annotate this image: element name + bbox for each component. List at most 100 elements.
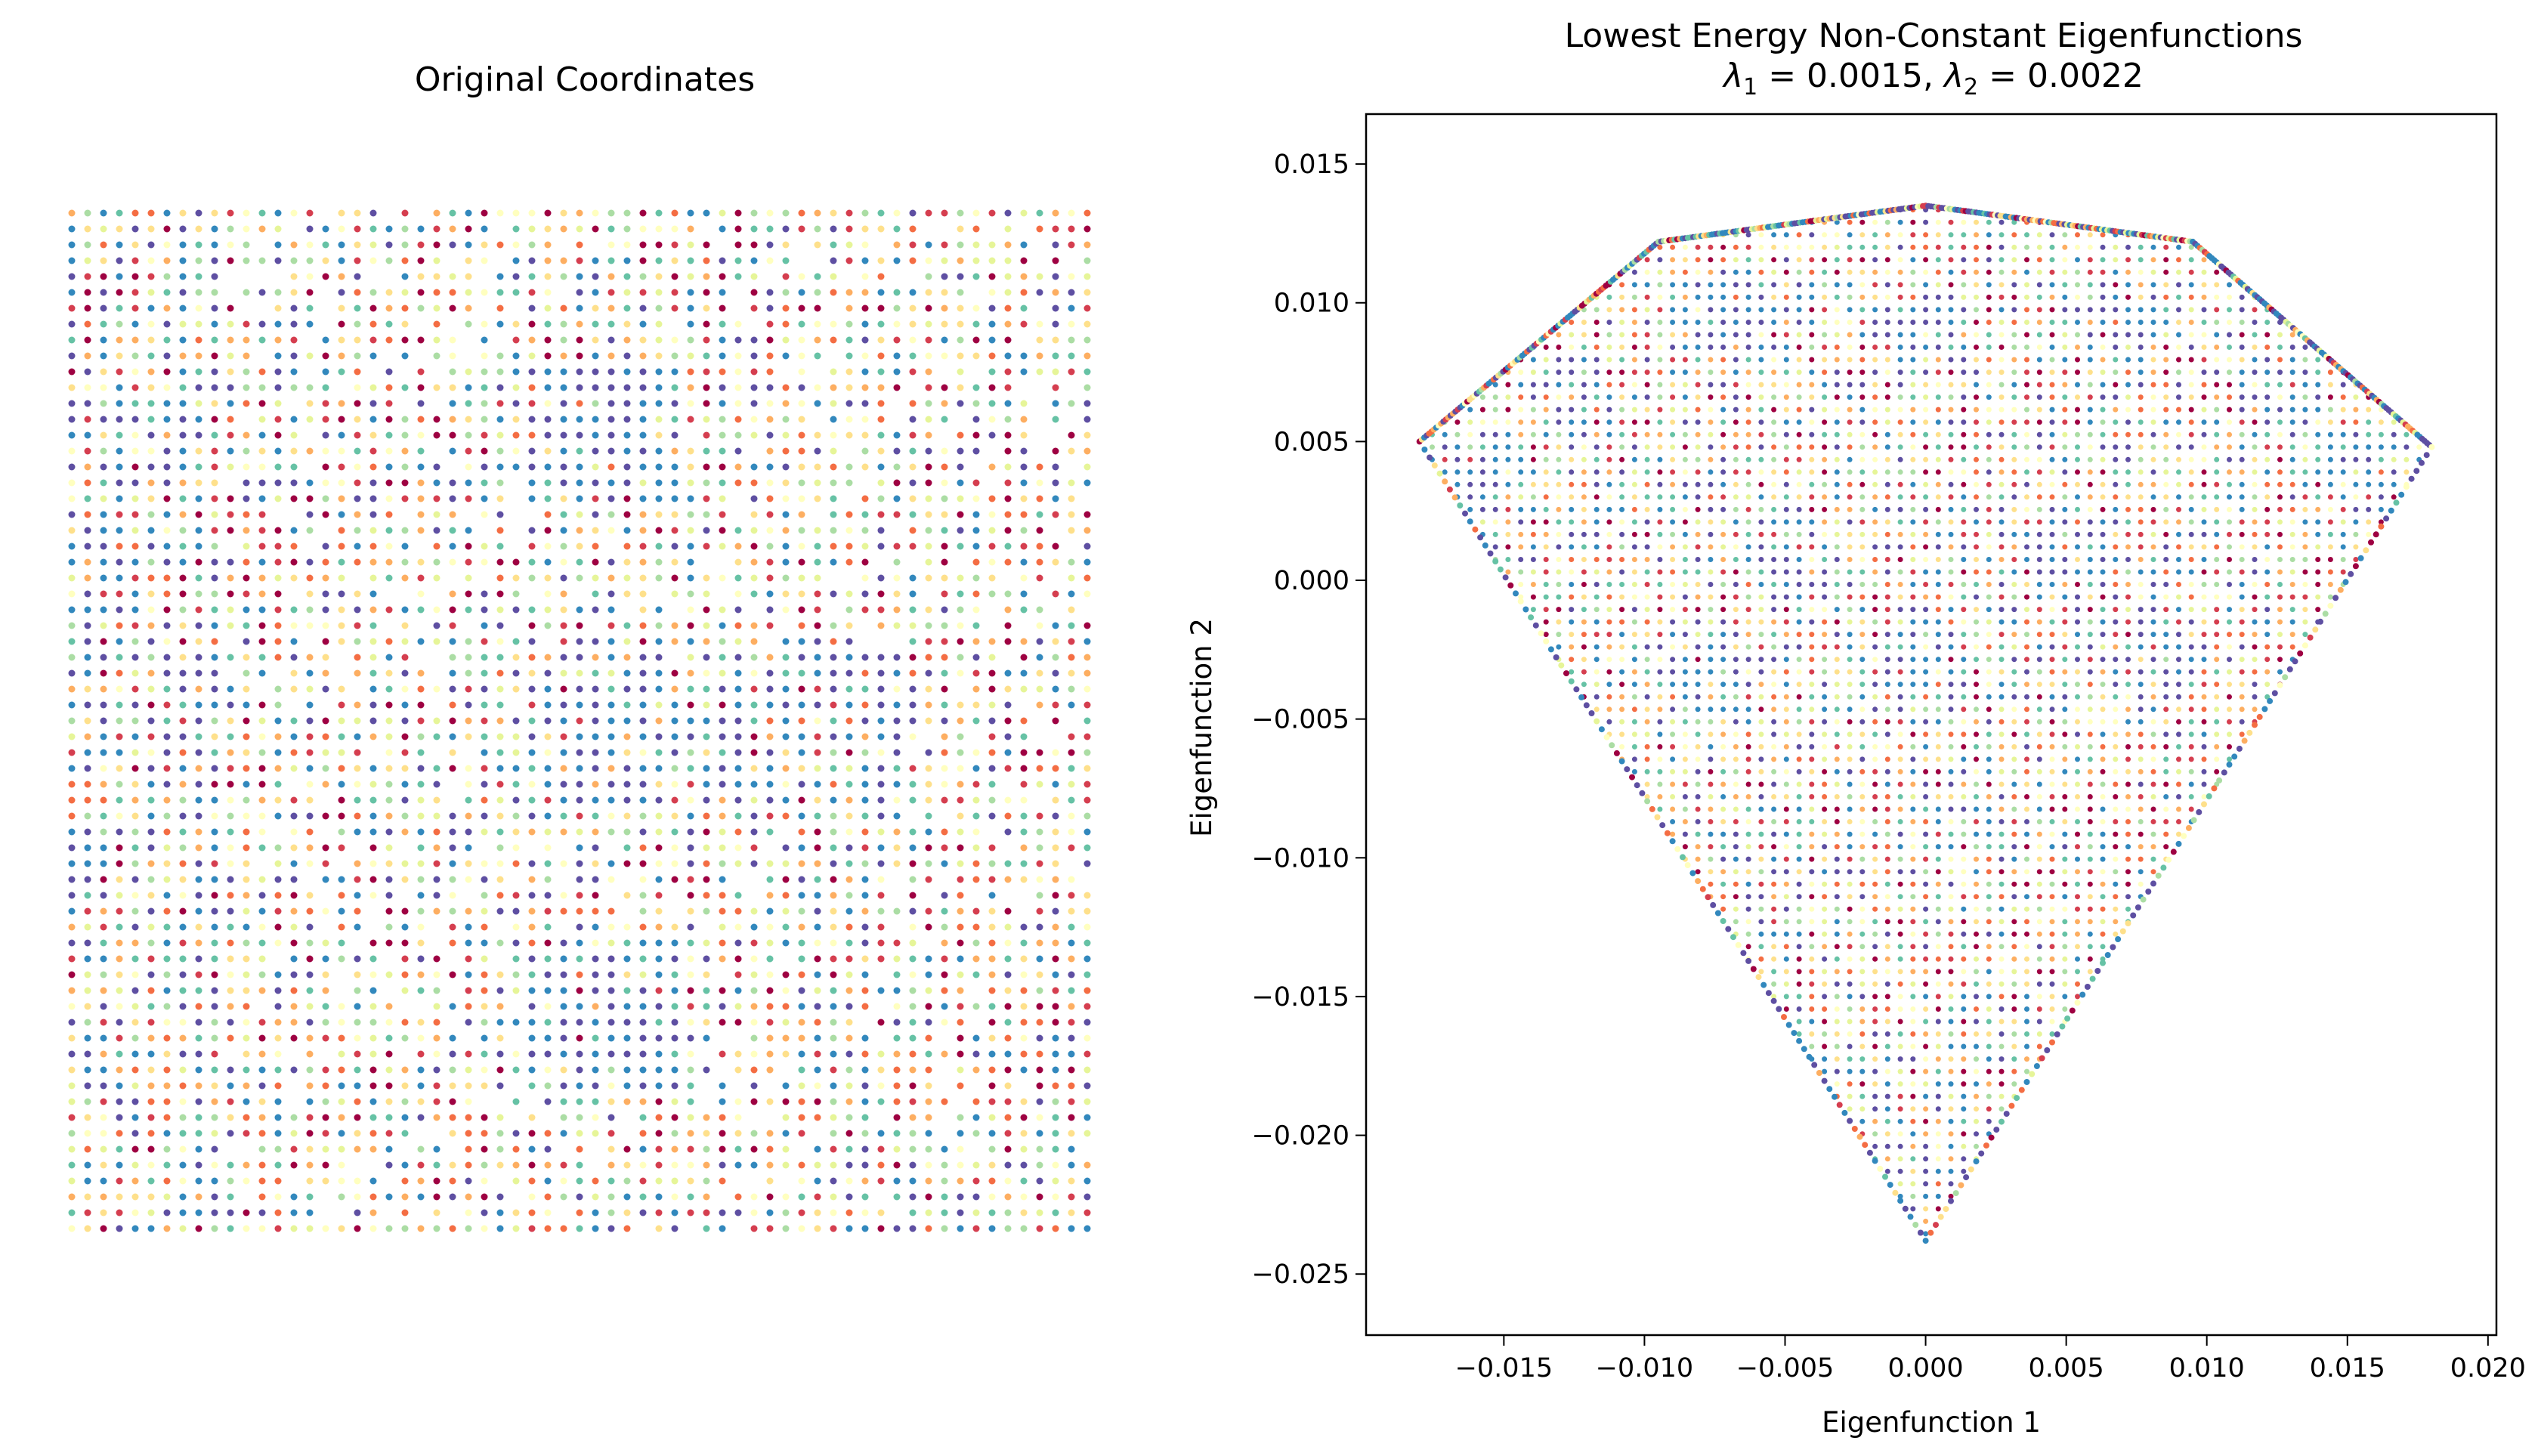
left-point xyxy=(401,289,409,296)
left-point xyxy=(116,749,123,756)
right-point xyxy=(1834,806,1840,812)
left-point xyxy=(465,638,472,645)
right-point xyxy=(2163,768,2169,774)
left-point xyxy=(179,622,187,629)
right-point xyxy=(1961,956,1967,962)
left-point xyxy=(179,511,187,518)
left-point xyxy=(671,257,679,264)
right-point xyxy=(1935,1131,1941,1137)
left-point xyxy=(385,971,393,978)
left-point xyxy=(481,1114,488,1121)
left-point xyxy=(1020,304,1028,312)
right-point xyxy=(2163,731,2169,737)
right-point xyxy=(1910,906,1916,912)
left-point xyxy=(385,876,393,883)
left-point xyxy=(496,669,504,677)
left-point xyxy=(417,1177,425,1185)
left-point xyxy=(893,1114,901,1121)
right-point xyxy=(1834,856,1840,862)
left-point xyxy=(179,860,187,867)
left-point xyxy=(211,971,218,978)
right-point xyxy=(1859,1031,1866,1037)
left-point xyxy=(227,320,234,328)
left-point xyxy=(401,1161,409,1169)
left-point xyxy=(211,400,218,407)
left-point xyxy=(496,606,504,614)
left-point xyxy=(766,1050,774,1058)
right-point xyxy=(1884,844,1890,850)
left-point xyxy=(750,749,758,756)
left-point xyxy=(1083,241,1091,249)
left-point xyxy=(766,1098,774,1105)
right-point xyxy=(1758,743,1764,750)
left-point xyxy=(1020,1161,1028,1169)
right-point xyxy=(1695,756,1701,762)
left-point xyxy=(988,701,996,709)
left-point xyxy=(496,574,504,582)
right-point xyxy=(1733,869,1739,875)
left-point xyxy=(163,987,171,994)
right-point xyxy=(1847,1043,1853,1049)
left-point xyxy=(528,1034,536,1042)
left-point xyxy=(671,225,679,233)
left-point xyxy=(338,558,345,566)
left-point xyxy=(465,495,472,502)
left-point xyxy=(211,257,218,264)
left-point xyxy=(576,955,583,963)
right-point xyxy=(1910,1068,1916,1074)
left-point xyxy=(687,479,694,487)
left-point xyxy=(814,431,821,439)
right-point xyxy=(1884,819,1890,824)
left-point xyxy=(719,1161,726,1169)
right-point xyxy=(1961,731,1967,737)
left-point xyxy=(972,939,980,947)
left-point xyxy=(877,495,885,502)
right-point xyxy=(1910,1056,1916,1062)
right-point xyxy=(1910,794,1916,799)
right-point xyxy=(1809,756,1815,762)
left-point xyxy=(909,1114,917,1121)
left-point xyxy=(607,368,615,376)
right-point xyxy=(1910,981,1916,987)
right-point xyxy=(1884,906,1890,912)
left-point xyxy=(338,1019,345,1026)
left-point xyxy=(417,225,425,233)
left-point xyxy=(258,622,266,629)
left-point xyxy=(243,638,250,645)
left-point xyxy=(798,1050,805,1058)
right-point xyxy=(1961,768,1967,774)
left-point xyxy=(131,1034,139,1042)
right-point xyxy=(2036,1006,2042,1012)
left-point xyxy=(227,304,234,312)
left-point xyxy=(623,289,631,296)
left-point xyxy=(512,781,520,788)
left-point xyxy=(671,923,679,931)
left-point xyxy=(909,781,917,788)
left-point xyxy=(845,955,853,963)
left-point xyxy=(338,828,345,836)
left-point xyxy=(433,336,441,344)
left-point xyxy=(131,511,139,518)
right-point xyxy=(1986,1043,1992,1049)
right-point xyxy=(1619,731,1625,737)
left-point xyxy=(306,701,314,709)
left-point xyxy=(243,812,250,820)
left-point xyxy=(1036,812,1043,820)
left-point xyxy=(401,543,409,550)
left-point xyxy=(338,1050,345,1058)
left-point xyxy=(354,796,361,804)
left-point xyxy=(750,844,758,852)
right-point xyxy=(1796,919,1802,925)
right-point xyxy=(1948,1156,1954,1162)
left-point xyxy=(100,987,107,994)
left-point xyxy=(179,717,187,725)
left-point xyxy=(814,1193,821,1201)
left-point xyxy=(925,1130,932,1137)
left-point xyxy=(512,1145,520,1153)
left-point xyxy=(227,812,234,820)
left-point xyxy=(465,923,472,931)
left-point xyxy=(941,923,948,931)
left-point xyxy=(1036,1098,1043,1105)
left-point xyxy=(68,527,76,534)
right-point xyxy=(2188,743,2194,750)
